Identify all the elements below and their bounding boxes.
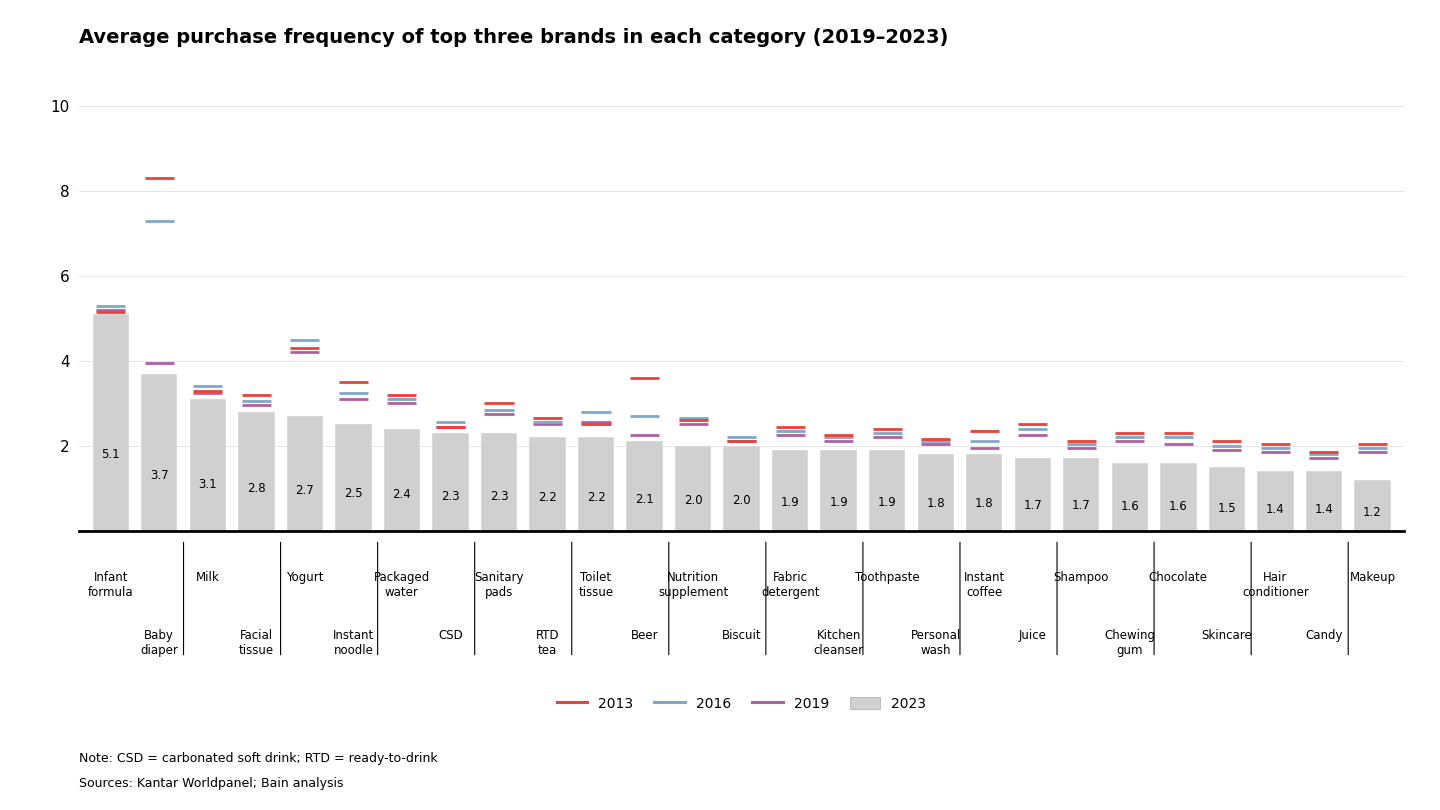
Text: 2.5: 2.5	[344, 487, 363, 500]
Text: Skincare: Skincare	[1201, 629, 1253, 642]
Bar	[1161, 463, 1197, 531]
Bar	[675, 446, 711, 531]
Text: 1.4: 1.4	[1266, 503, 1284, 516]
Text: 1.8: 1.8	[975, 497, 994, 510]
Text: Toilet
tissue: Toilet tissue	[579, 570, 613, 599]
Text: Chocolate: Chocolate	[1149, 570, 1208, 584]
Text: 2.0: 2.0	[684, 494, 703, 507]
Bar	[626, 441, 662, 531]
Text: 2.3: 2.3	[490, 490, 508, 503]
Bar	[577, 437, 615, 531]
Bar	[190, 399, 226, 531]
Text: 1.8: 1.8	[926, 497, 945, 510]
Text: Sources: Kantar Worldpanel; Bain analysis: Sources: Kantar Worldpanel; Bain analysi…	[79, 777, 344, 790]
Text: 5.1: 5.1	[101, 448, 120, 462]
Text: Nutrition
supplement: Nutrition supplement	[658, 570, 729, 599]
Text: Baby
diaper: Baby diaper	[140, 629, 179, 657]
Text: 3.1: 3.1	[199, 478, 217, 491]
Bar	[141, 373, 177, 531]
Bar	[336, 424, 372, 531]
Text: Biscuit: Biscuit	[721, 629, 762, 642]
Bar	[481, 433, 517, 531]
Text: Toothpaste: Toothpaste	[855, 570, 920, 584]
Text: Makeup: Makeup	[1349, 570, 1395, 584]
Text: 1.7: 1.7	[1071, 499, 1090, 512]
Text: Facial
tissue: Facial tissue	[239, 629, 274, 657]
Text: Shampoo: Shampoo	[1054, 570, 1109, 584]
Bar	[432, 433, 468, 531]
Text: Personal
wash: Personal wash	[910, 629, 960, 657]
Bar	[1306, 471, 1342, 531]
Bar	[1257, 471, 1293, 531]
Text: Milk: Milk	[196, 570, 220, 584]
Text: 3.7: 3.7	[150, 469, 168, 482]
Text: Chewing
gum: Chewing gum	[1104, 629, 1155, 657]
Text: 1.5: 1.5	[1218, 501, 1236, 515]
Text: Packaged
water: Packaged water	[374, 570, 431, 599]
Text: 2.7: 2.7	[295, 484, 314, 497]
Text: Yogurt: Yogurt	[287, 570, 324, 584]
Bar	[917, 454, 953, 531]
Legend: 2013, 2016, 2019, 2023: 2013, 2016, 2019, 2023	[557, 697, 926, 710]
Text: Candy: Candy	[1305, 629, 1342, 642]
Bar	[723, 446, 760, 531]
Text: 1.6: 1.6	[1169, 501, 1188, 514]
Text: 2.8: 2.8	[248, 483, 265, 496]
Text: 2.2: 2.2	[539, 492, 557, 505]
Bar	[1354, 480, 1391, 531]
Text: Kitchen
cleanser: Kitchen cleanser	[814, 629, 864, 657]
Text: CSD: CSD	[438, 629, 462, 642]
Text: 1.9: 1.9	[780, 496, 799, 509]
Bar	[966, 454, 1002, 531]
Text: 1.2: 1.2	[1364, 506, 1382, 519]
Text: 1.9: 1.9	[829, 496, 848, 509]
Text: Beer: Beer	[631, 629, 658, 642]
Bar	[772, 450, 808, 531]
Text: Hair
conditioner: Hair conditioner	[1241, 570, 1309, 599]
Bar	[238, 411, 275, 531]
Bar	[1112, 463, 1148, 531]
Text: Infant
formula: Infant formula	[88, 570, 134, 599]
Bar	[530, 437, 566, 531]
Bar	[383, 428, 420, 531]
Text: Juice: Juice	[1020, 629, 1047, 642]
Text: 1.9: 1.9	[878, 496, 897, 509]
Bar	[1208, 467, 1246, 531]
Text: RTD
tea: RTD tea	[536, 629, 559, 657]
Text: 2.2: 2.2	[586, 492, 605, 505]
Text: 2.1: 2.1	[635, 492, 654, 506]
Text: 2.0: 2.0	[733, 494, 750, 507]
Text: Note: CSD = carbonated soft drink; RTD = ready-to-drink: Note: CSD = carbonated soft drink; RTD =…	[79, 752, 438, 765]
Bar	[1015, 458, 1051, 531]
Text: Instant
noodle: Instant noodle	[333, 629, 374, 657]
Bar	[92, 314, 130, 531]
Bar	[287, 416, 323, 531]
Text: 2.4: 2.4	[393, 488, 412, 501]
Text: 2.3: 2.3	[441, 490, 459, 503]
Bar	[821, 450, 857, 531]
Bar	[868, 450, 906, 531]
Text: 1.7: 1.7	[1024, 499, 1043, 512]
Text: Average purchase frequency of top three brands in each category (2019–2023): Average purchase frequency of top three …	[79, 28, 949, 47]
Text: Instant
coffee: Instant coffee	[963, 570, 1005, 599]
Text: Fabric
detergent: Fabric detergent	[760, 570, 819, 599]
Text: Sanitary
pads: Sanitary pads	[474, 570, 524, 599]
Text: 1.4: 1.4	[1315, 503, 1333, 516]
Text: 1.6: 1.6	[1120, 501, 1139, 514]
Bar	[1063, 458, 1100, 531]
